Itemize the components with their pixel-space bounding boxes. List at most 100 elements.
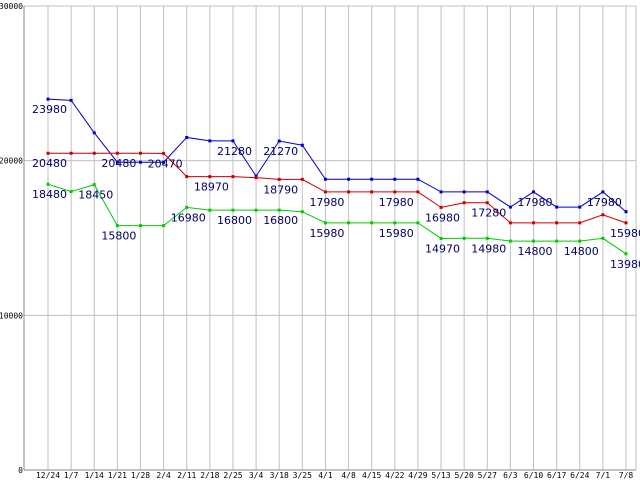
x-tick-label: 1/21 bbox=[108, 471, 127, 480]
data-point bbox=[393, 221, 397, 225]
data-point bbox=[115, 151, 119, 155]
data-point bbox=[601, 236, 605, 240]
data-point bbox=[185, 175, 189, 179]
data-point bbox=[624, 221, 628, 225]
data-point bbox=[300, 143, 304, 147]
data-point bbox=[69, 151, 73, 155]
data-point bbox=[624, 252, 628, 256]
data-label: 16800 bbox=[217, 214, 252, 227]
data-point bbox=[578, 239, 582, 243]
x-tick-label: 4/1 bbox=[318, 471, 333, 480]
data-label: 17980 bbox=[587, 196, 622, 209]
data-point bbox=[508, 205, 512, 209]
data-point bbox=[439, 236, 443, 240]
data-label: 17280 bbox=[471, 207, 506, 220]
data-point bbox=[162, 151, 166, 155]
x-tick-label: 6/17 bbox=[547, 471, 566, 480]
x-tick-label: 4/15 bbox=[362, 471, 381, 480]
data-label: 16800 bbox=[263, 214, 298, 227]
data-label: 15800 bbox=[101, 230, 136, 243]
series-line-1 bbox=[47, 98, 627, 213]
data-point bbox=[370, 177, 374, 181]
x-tick-label: 12/24 bbox=[36, 471, 60, 480]
data-point bbox=[416, 177, 420, 181]
data-point bbox=[254, 208, 258, 212]
data-label: 13980 bbox=[610, 258, 640, 271]
data-label: 20480 bbox=[101, 157, 136, 170]
data-point bbox=[46, 97, 50, 101]
data-label: 15980 bbox=[309, 227, 344, 240]
x-tick-label: 6/3 bbox=[503, 471, 518, 480]
data-point bbox=[532, 221, 536, 225]
y-tick-label: 0 bbox=[18, 466, 23, 475]
x-tick-label: 1/7 bbox=[64, 471, 79, 480]
data-point bbox=[231, 139, 235, 143]
data-point bbox=[555, 239, 559, 243]
data-point bbox=[323, 221, 327, 225]
x-tick-label: 6/24 bbox=[570, 471, 589, 480]
x-tick-label: 1/28 bbox=[131, 471, 150, 480]
x-tick-label: 3/4 bbox=[249, 471, 264, 480]
data-point bbox=[393, 177, 397, 181]
data-label: 20480 bbox=[32, 157, 67, 170]
data-point bbox=[185, 135, 189, 139]
data-point bbox=[370, 221, 374, 225]
data-point bbox=[347, 190, 351, 194]
data-point bbox=[69, 190, 73, 194]
data-point bbox=[462, 201, 466, 205]
data-point bbox=[231, 175, 235, 179]
x-tick-label: 4/8 bbox=[341, 471, 356, 480]
data-point bbox=[138, 151, 142, 155]
data-point bbox=[115, 224, 119, 228]
data-label: 14800 bbox=[564, 245, 599, 258]
data-label: 14800 bbox=[518, 245, 553, 258]
data-point bbox=[185, 205, 189, 209]
data-point bbox=[485, 190, 489, 194]
x-tick-label: 5/20 bbox=[455, 471, 474, 480]
data-point bbox=[578, 205, 582, 209]
data-point bbox=[370, 190, 374, 194]
data-point bbox=[485, 236, 489, 240]
data-point bbox=[555, 205, 559, 209]
data-point bbox=[532, 190, 536, 194]
data-label: 18790 bbox=[263, 183, 298, 196]
data-point bbox=[624, 210, 628, 214]
x-tick-label: 7/1 bbox=[596, 471, 611, 480]
data-labels: 23980 20480 18480 18450 20480 15800 20470 16980… bbox=[32, 103, 640, 271]
x-tick-label: 2/4 bbox=[156, 471, 171, 480]
data-label: 15980 bbox=[379, 227, 414, 240]
x-tick-label: 3/25 bbox=[293, 471, 312, 480]
x-tick-label: 4/22 bbox=[385, 471, 404, 480]
data-point bbox=[323, 177, 327, 181]
y-tick-label: 30000 bbox=[0, 2, 23, 11]
x-tick-label: 6/10 bbox=[524, 471, 543, 480]
data-point bbox=[462, 236, 466, 240]
data-point bbox=[208, 139, 212, 143]
data-point bbox=[508, 239, 512, 243]
data-point bbox=[277, 139, 281, 143]
data-point bbox=[508, 221, 512, 225]
data-label: 17980 bbox=[309, 196, 344, 209]
x-tick-label: 2/25 bbox=[223, 471, 242, 480]
data-point bbox=[300, 177, 304, 181]
x-tick-label: 5/27 bbox=[478, 471, 497, 480]
data-point bbox=[439, 205, 443, 209]
data-point bbox=[231, 208, 235, 212]
data-label: 14970 bbox=[425, 242, 460, 255]
data-point bbox=[532, 239, 536, 243]
series-group bbox=[46, 97, 628, 256]
data-label: 18480 bbox=[32, 188, 67, 201]
data-point bbox=[162, 160, 166, 164]
data-label: 16980 bbox=[425, 211, 460, 224]
data-label: 16980 bbox=[171, 211, 206, 224]
data-point bbox=[300, 210, 304, 214]
data-label: 18970 bbox=[194, 181, 229, 194]
y-tick-label: 10000 bbox=[0, 311, 23, 320]
data-point bbox=[162, 224, 166, 228]
x-tick-label: 2/11 bbox=[177, 471, 196, 480]
data-label: 17980 bbox=[518, 196, 553, 209]
data-point bbox=[46, 182, 50, 186]
data-point bbox=[277, 177, 281, 181]
data-point bbox=[208, 175, 212, 179]
